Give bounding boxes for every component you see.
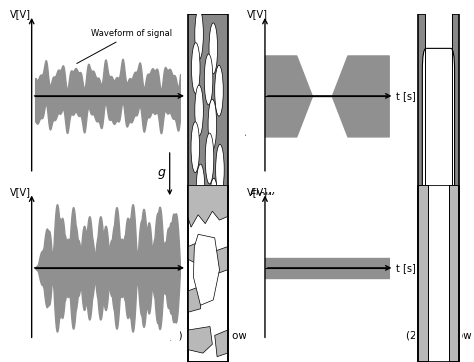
Bar (418, 185, 459, 362)
Text: V[V]: V[V] (9, 187, 30, 197)
Text: t [s]: t [s] (189, 91, 209, 101)
Text: g: g (157, 166, 165, 179)
Circle shape (195, 9, 203, 60)
Text: t [s]: t [s] (396, 263, 416, 273)
Circle shape (192, 201, 201, 252)
Text: V[V]: V[V] (246, 187, 267, 197)
FancyBboxPatch shape (422, 49, 455, 240)
Text: V[V]: V[V] (9, 9, 30, 19)
Text: t [s]: t [s] (189, 263, 209, 273)
Circle shape (205, 133, 214, 184)
Text: Waveform of signal: Waveform of signal (77, 29, 173, 63)
Polygon shape (215, 330, 228, 357)
Bar (418, 14, 459, 297)
Text: (1) Bubbly flow: (1) Bubbly flow (168, 331, 247, 341)
Circle shape (209, 23, 218, 74)
Bar (188, 14, 228, 297)
Circle shape (215, 223, 223, 274)
Text: (2) Slug flow: (2) Slug flow (406, 331, 471, 341)
Polygon shape (188, 327, 212, 353)
Polygon shape (188, 185, 228, 227)
Text: t [s]: t [s] (396, 91, 416, 101)
Circle shape (191, 122, 200, 173)
Polygon shape (193, 234, 219, 305)
Bar (188, 185, 228, 362)
Polygon shape (188, 286, 202, 312)
Circle shape (196, 164, 205, 215)
Circle shape (195, 85, 203, 136)
Circle shape (204, 54, 213, 105)
Circle shape (205, 212, 214, 263)
Circle shape (215, 65, 223, 116)
Polygon shape (188, 241, 203, 264)
Polygon shape (211, 247, 228, 273)
Bar (418, 185, 459, 362)
Circle shape (199, 246, 207, 297)
Bar (428, 185, 449, 362)
Circle shape (210, 178, 218, 229)
Bar (425, 14, 452, 297)
Text: Flow: Flow (249, 190, 275, 199)
Circle shape (208, 99, 217, 150)
Bar (188, 185, 228, 362)
Circle shape (191, 43, 200, 93)
Circle shape (216, 144, 224, 195)
Text: V[V]: V[V] (246, 9, 267, 19)
